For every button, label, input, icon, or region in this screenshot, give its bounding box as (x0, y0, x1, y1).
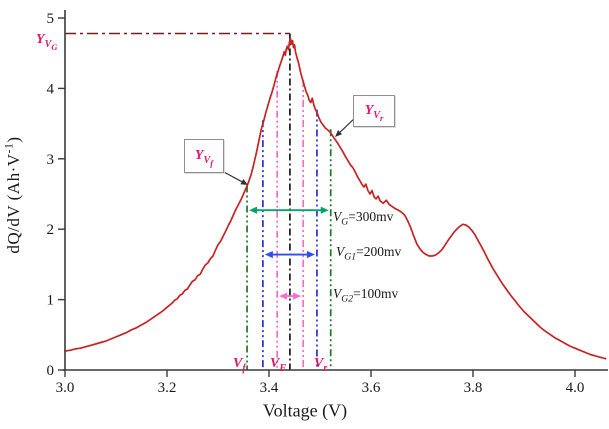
span-vg1-base: V (336, 244, 345, 259)
gap-arrow-head-right-2 (293, 292, 302, 300)
y-tick-label: 0 (47, 363, 55, 379)
x-tick-label: 3.2 (158, 380, 177, 396)
gap-arrow-head-left-0 (249, 206, 258, 214)
span-vg-value: =300mv (348, 209, 394, 224)
vf-base: V (233, 356, 243, 371)
vF-sub: F (279, 362, 287, 374)
x-tick-label: 4.0 (566, 380, 585, 396)
left-callout-sub: V (203, 154, 211, 166)
dqdv-curve (64, 37, 607, 360)
left-height-callout-box: YVf (184, 139, 224, 173)
callout-arrow-head-1 (335, 130, 343, 137)
right-callout-subsub: r (379, 112, 384, 123)
y-axis-title-close: ) (4, 136, 23, 143)
peak-height-subsub: G (51, 41, 58, 52)
y-axis-title-sup: -1 (1, 142, 16, 154)
right-callout-base: Y (364, 103, 374, 118)
span-vg2-sub: G2 (341, 293, 354, 305)
y-tick-label: 5 (47, 11, 55, 27)
x-feature-label-vF: VF (270, 356, 287, 374)
gap-arrow-head-left-1 (264, 250, 273, 259)
span-vg1-sub: G1 (344, 251, 357, 263)
span-label-vg: VG=300mv (333, 209, 394, 228)
gap-arrow-head-right-0 (320, 206, 329, 214)
left-height-callout-label: YVf (194, 148, 213, 167)
x-axis-title-text: Voltage (V) (262, 400, 348, 421)
vr-base: V (314, 356, 324, 371)
left-callout-base: Y (194, 148, 204, 163)
x-feature-label-vf: Vf (233, 356, 246, 374)
y-axis-title-text: dQ/dV (Ah·V (4, 153, 23, 254)
peak-height-base: Y (36, 32, 45, 47)
span-label-vg2: VG2=100mv (333, 286, 399, 305)
vF-base: V (270, 356, 280, 371)
x-tick-label: 3.0 (56, 380, 75, 396)
y-axis-title: dQ/dV (Ah·V-1) (1, 136, 24, 254)
y-tick-label: 1 (47, 293, 55, 309)
x-feature-label-vr: Vr (314, 356, 328, 374)
callout-arrow-line-0 (221, 170, 243, 183)
y-tick-label: 4 (47, 81, 55, 97)
span-vg-base: V (333, 209, 342, 224)
peak-height-sub: V (44, 38, 52, 50)
right-callout-sub: V (373, 109, 380, 121)
right-height-callout-box: YVr (353, 95, 395, 127)
vr-sub: r (323, 362, 328, 374)
x-tick-label: 3.4 (260, 380, 279, 396)
vf-sub: f (242, 362, 246, 374)
span-vg2-value: =100mv (353, 286, 399, 301)
gap-arrow-head-left-2 (279, 292, 288, 300)
x-tick-label: 3.6 (362, 380, 381, 396)
x-axis-title: Voltage (V) (263, 401, 347, 422)
right-height-callout-label: YVr (364, 103, 384, 122)
peak-height-label: YVG (36, 32, 57, 51)
y-tick-label: 2 (47, 222, 55, 238)
span-vg-sub: G (341, 216, 349, 228)
gap-arrow-head-right-1 (306, 250, 315, 259)
left-callout-subsub: f (210, 157, 214, 168)
y-tick-label: 3 (47, 152, 55, 168)
span-label-vg1: VG1=200mv (336, 244, 402, 263)
span-vg2-base: V (333, 286, 342, 301)
callout-arrow-head-0 (240, 179, 248, 185)
span-vg1-value: =200mv (356, 244, 402, 259)
x-tick-label: 3.8 (464, 380, 483, 396)
